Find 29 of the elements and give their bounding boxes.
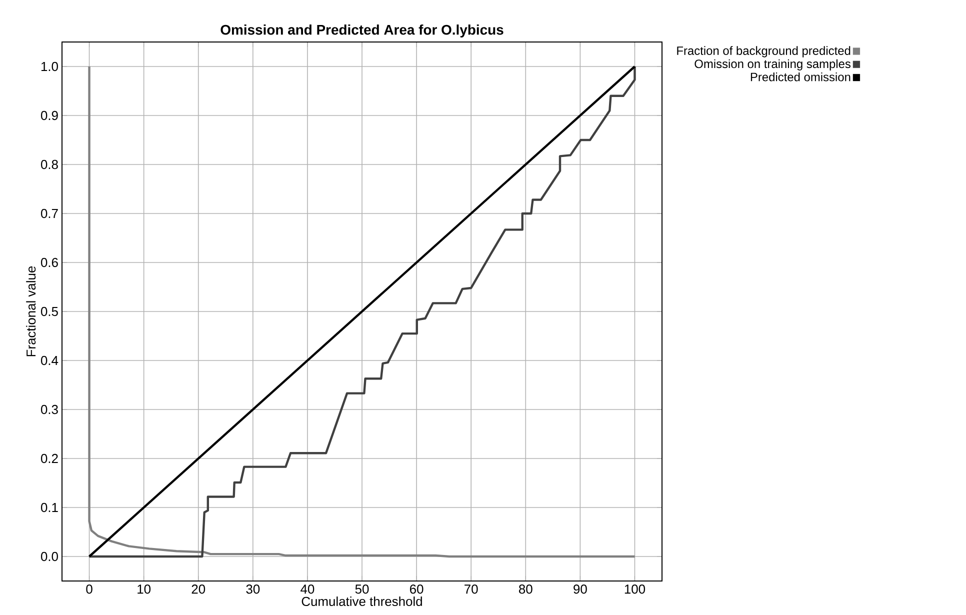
- y-tick-label: 0.8: [40, 160, 58, 170]
- line-series: [88, 65, 636, 558]
- y-tick-label: 0.3: [40, 404, 58, 414]
- y-tick-label: 0.2: [40, 454, 58, 464]
- x-tick-label: 90: [574, 584, 587, 594]
- y-tick-label: 0.4: [40, 356, 58, 366]
- y-tick-label: 0.0: [40, 552, 58, 562]
- y-tick-label: 0.1: [40, 502, 58, 512]
- legend-label: Omission on training samples: [694, 59, 851, 70]
- legend-label: Predicted omission: [750, 72, 850, 82]
- x-tick-label: 10: [138, 584, 151, 594]
- x-tick-label: 0: [86, 584, 92, 594]
- y-tick-label: 0.9: [40, 110, 58, 120]
- x-tick-label: 30: [246, 584, 260, 594]
- legend-label: Fraction of background predicted: [677, 46, 850, 58]
- x-tick-label: 100: [624, 584, 646, 594]
- y-tick-label: 0.7: [40, 208, 58, 218]
- x-tick-label: 50: [355, 584, 369, 594]
- y-tick-label: 0.5: [40, 306, 58, 316]
- y-tick-label: 0.6: [40, 258, 58, 268]
- x-tick-label: 70: [464, 584, 478, 594]
- y-axis-title: Fractional value: [26, 266, 36, 356]
- x-tick-label: 80: [519, 584, 532, 594]
- x-axis-title: Cumulative threshold: [302, 596, 422, 606]
- chart-title: Omission and Predicted Area for O.lybicus: [220, 24, 504, 38]
- x-tick-label: 40: [300, 584, 314, 594]
- x-tick-label: 20: [192, 584, 206, 594]
- x-tick-label: 60: [410, 584, 424, 594]
- y-tick-label: 1.0: [41, 62, 58, 72]
